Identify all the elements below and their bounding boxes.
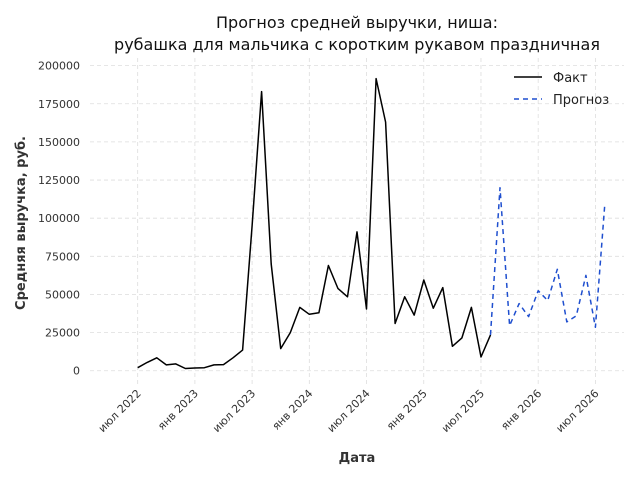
x-tick-label: июл 2022 <box>96 387 144 435</box>
x-tick-label: июл 2024 <box>325 387 373 435</box>
series-line-0 <box>137 77 492 370</box>
legend: Факт Прогноз <box>514 71 609 108</box>
y-axis-label: Средняя выручка, руб. <box>14 136 29 310</box>
y-axis-ticks: 0 25000 50000 75000 100000 125000 150000 175000… <box>38 60 80 378</box>
legend-label-1: Прогноз <box>553 93 609 108</box>
y-tick-label: 125000 <box>38 174 80 187</box>
x-tick-label: июл 2025 <box>439 387 487 435</box>
x-tick-label: янв 2023 <box>155 387 201 433</box>
x-tick-label: июл 2026 <box>553 387 601 435</box>
x-axis-ticks: июл 2022 янв 2023 июл 2023 янв 2024 июл 2024… <box>96 387 602 435</box>
chart-title-line-2: рубашка для мальчика с коротким рукавом … <box>114 35 600 54</box>
series-lines <box>137 77 606 370</box>
grid-lines <box>90 58 624 386</box>
x-tick-label: янв 2026 <box>498 387 544 433</box>
y-tick-label: 75000 <box>45 250 80 263</box>
y-tick-label: 175000 <box>38 98 80 111</box>
y-tick-label: 25000 <box>45 327 80 340</box>
x-tick-label: янв 2025 <box>384 387 430 433</box>
x-tick-label: янв 2024 <box>270 387 316 433</box>
x-axis-label: Дата <box>339 451 376 466</box>
legend-label-0: Факт <box>553 71 588 86</box>
y-tick-label: 200000 <box>38 60 80 73</box>
y-tick-label: 0 <box>73 365 80 378</box>
x-tick-label: июл 2023 <box>210 387 258 435</box>
y-tick-label: 100000 <box>38 212 80 225</box>
y-tick-label: 150000 <box>38 136 80 149</box>
y-tick-label: 50000 <box>45 288 80 301</box>
chart-title-line-1: Прогноз средней выручки, ниша: <box>216 13 498 32</box>
series-line-1 <box>489 186 606 335</box>
